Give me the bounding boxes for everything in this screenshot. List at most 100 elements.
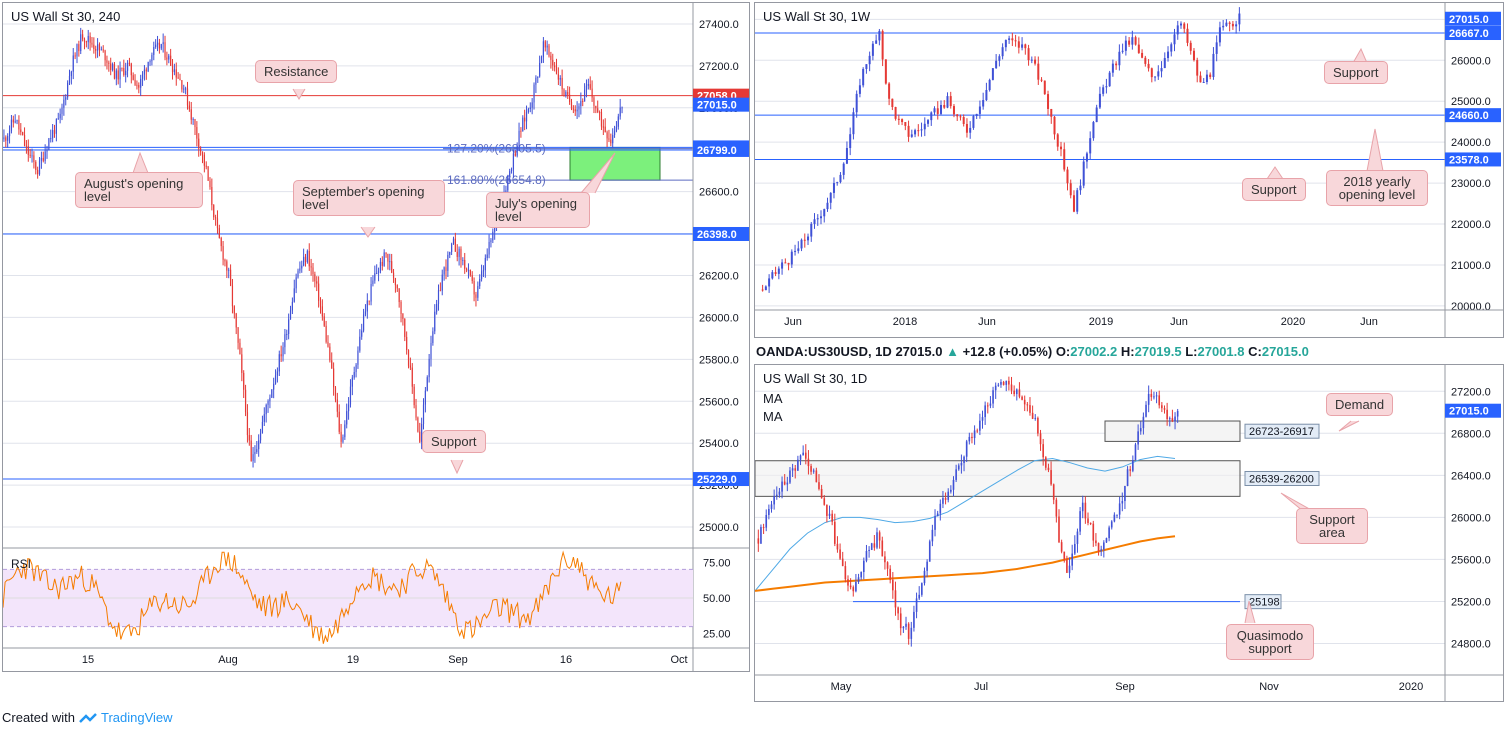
d1-chart-panel[interactable]: 27200.0 26800.0 26400.0 26000.0 25600.0 25200… [754, 364, 1504, 702]
h4-candle [263, 414, 265, 422]
h4-candle [567, 92, 569, 95]
h4-level-tag [693, 472, 749, 487]
d1-candle [1008, 380, 1010, 385]
h4-candle [27, 146, 29, 155]
w1-candle [884, 59, 887, 84]
w1-chart-svg[interactable]: 27000.026000.025000.024000.023000.022000… [755, 3, 1503, 337]
d1-candle [852, 587, 855, 592]
d1-candle [849, 585, 852, 588]
w1-candle [1040, 79, 1043, 81]
w1-level-tag-text: 26667.0 [1449, 28, 1489, 40]
d1-candle [1084, 502, 1087, 519]
h4-candle [278, 354, 280, 372]
d1-candle [783, 481, 786, 485]
h4-chart-panel[interactable]: 127.20%(26805.5) 161.80%(26654.8) 27400.0 2… [2, 2, 750, 672]
d1-candle [857, 577, 860, 582]
d1-time-tick: Jul [974, 681, 988, 693]
h4-candle [235, 313, 237, 328]
h4-chart-svg[interactable]: 127.20%(26805.5) 161.80%(26654.8) 27400.0 2… [3, 3, 749, 671]
d1-time-tick: 2020 [1399, 681, 1423, 693]
d1-candle [1142, 416, 1145, 429]
d1-candle [1137, 431, 1139, 445]
h4-candle [63, 99, 65, 108]
h4-fib-label: 161.80%(26654.8) [447, 173, 546, 187]
h4-candle [213, 205, 215, 218]
h4-candle [95, 49, 97, 51]
h4-level-tag-text: 26799.0 [697, 145, 737, 157]
w1-candle [1167, 51, 1170, 59]
d1-candle [1168, 418, 1171, 420]
w1-candle [1189, 42, 1192, 51]
h4-candle [196, 127, 198, 139]
d1-candle [868, 549, 870, 551]
h4-candle [490, 240, 492, 242]
h4-candle [85, 41, 87, 43]
h4-candle [258, 440, 260, 450]
d1-candle [1134, 444, 1137, 461]
d1-ohlc-legend: OANDA:US30USD, 1D 27015.0 ▲ +12.8 (+0.05… [756, 344, 1309, 359]
h4-candle [319, 300, 322, 307]
d1-candle [873, 543, 876, 548]
h4-candle [512, 153, 515, 170]
d1-candle [892, 579, 894, 591]
h4-candle [256, 449, 258, 453]
d1-candle [915, 598, 918, 612]
h4-candle [351, 377, 353, 387]
h4-candle [276, 371, 279, 376]
h4-candle [591, 88, 593, 98]
h4-candle [3, 137, 5, 140]
h4-candle [50, 138, 52, 140]
d1-price-tick: 25200.0 [1451, 596, 1491, 608]
h4-candle [205, 165, 207, 167]
h4-candle [572, 108, 574, 110]
w1-candle [1021, 44, 1024, 48]
h4-candle [598, 112, 601, 114]
w1-candle [1144, 57, 1147, 64]
d1-candle [1113, 514, 1116, 522]
h4-callout-pointer [292, 88, 306, 100]
d1-low-label: L: [1185, 344, 1198, 359]
d1-close-label: C: [1248, 344, 1262, 359]
h4-time-tick: 15 [82, 654, 94, 666]
callout-august-opening: August's opening level [75, 172, 203, 208]
h4-candle [387, 254, 389, 262]
d1-candle [1042, 444, 1044, 458]
h4-candle [241, 354, 243, 373]
w1-candle [1124, 40, 1127, 51]
w1-candle [803, 239, 806, 241]
w1-candle [1218, 27, 1221, 43]
w1-candle [1160, 68, 1163, 72]
h4-candle [203, 154, 205, 166]
d1-candle [802, 452, 804, 456]
h4-candle [587, 84, 589, 86]
d1-low: 27001.8 [1197, 344, 1245, 359]
h4-candle [52, 130, 54, 139]
h4-candle [23, 135, 26, 146]
h4-candle [544, 41, 546, 48]
h4-candle [552, 59, 554, 66]
h4-candle [143, 69, 146, 75]
w1-candle [998, 56, 1001, 61]
d1-candle [910, 627, 913, 639]
w1-candle [852, 112, 855, 135]
d1-zone-label-box [1244, 423, 1320, 439]
w1-candle [975, 113, 978, 117]
footer-brand[interactable]: TradingView [100, 710, 173, 725]
d1-candle [1044, 457, 1047, 468]
callout-2018-yearly: 2018 yearly opening level [1326, 170, 1428, 206]
h4-candle [361, 330, 363, 337]
w1-time-tick: Jun [978, 316, 996, 328]
h4-candle [151, 54, 153, 62]
w1-candle [845, 148, 848, 164]
d1-candle [823, 498, 826, 505]
h4-candle [482, 270, 485, 272]
d1-candle [957, 465, 960, 470]
h4-candle [584, 89, 586, 102]
d1-candle [1071, 553, 1073, 566]
d1-candle [831, 513, 833, 522]
d1-chart-svg[interactable]: 27200.0 26800.0 26400.0 26000.0 25600.0 25200… [755, 365, 1503, 701]
h4-candle [570, 101, 573, 109]
h4-candle [201, 151, 204, 155]
h4-candle [113, 64, 116, 79]
d1-price: 27015.0 [895, 344, 943, 359]
